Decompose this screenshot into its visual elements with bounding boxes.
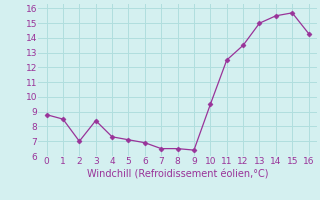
X-axis label: Windchill (Refroidissement éolien,°C): Windchill (Refroidissement éolien,°C) bbox=[87, 169, 268, 179]
